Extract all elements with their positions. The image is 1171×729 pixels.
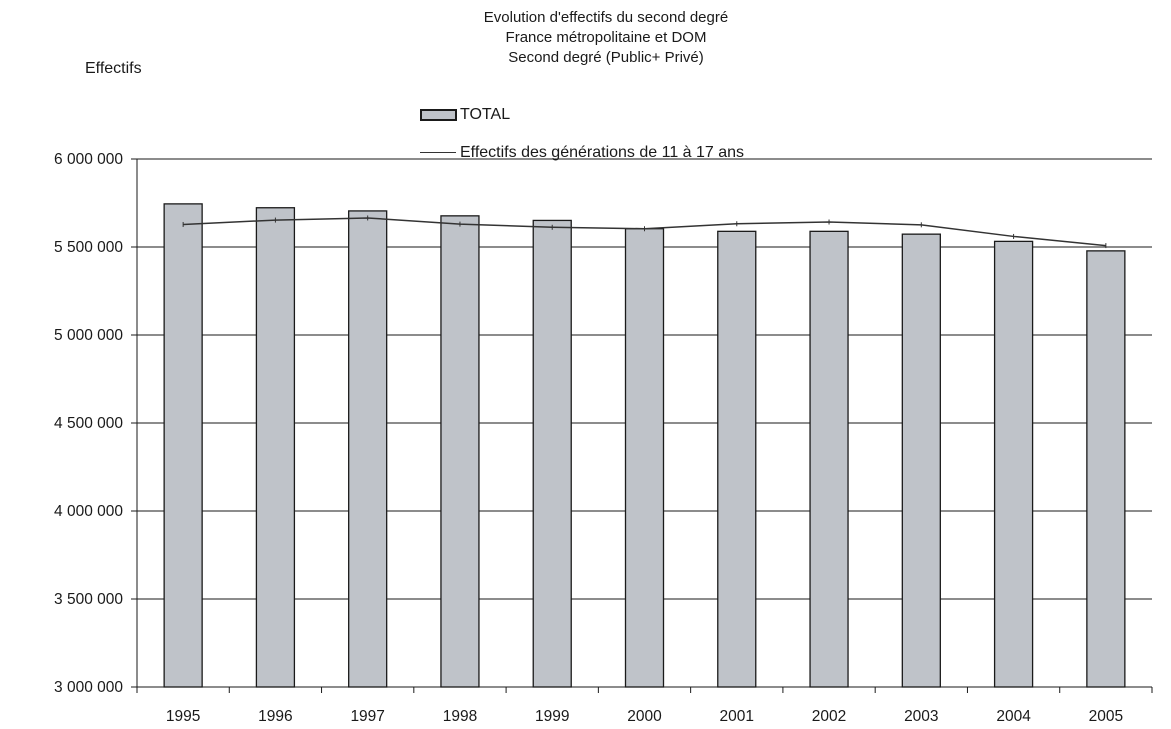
- bar-2000: [624, 228, 665, 688]
- bar-1998: [440, 215, 480, 688]
- x-tick-label-1999: 1999: [535, 708, 569, 725]
- y-tick-label-6: 6 000 000: [54, 151, 123, 168]
- chart-title-line-3: Second degré (Public+ Privé): [508, 49, 704, 66]
- chart-title: Evolution d'effectifs du second degré Fr…: [406, 8, 806, 68]
- x-tick-label-1996: 1996: [258, 708, 292, 725]
- x-tick-label-2002: 2002: [812, 708, 846, 725]
- y-tick-label-2: 4 000 000: [54, 503, 123, 520]
- x-tick-label-2004: 2004: [996, 708, 1031, 725]
- y-axis-label: Effectifs: [85, 60, 142, 77]
- y-tick-label-0: 3 000 000: [54, 679, 123, 696]
- legend-bar-swatch: [420, 109, 457, 121]
- x-tick-label-2003: 2003: [904, 708, 938, 725]
- bar-1999: [532, 219, 572, 688]
- bar-2002: [809, 230, 849, 688]
- legend-label-generations: Effectifs des générations de 11 à 17 ans: [460, 144, 745, 161]
- x-tick-label-2005: 2005: [1089, 708, 1123, 725]
- y-tick-label-5: 5 500 000: [54, 239, 123, 256]
- x-tick-label-1995: 1995: [166, 708, 200, 725]
- bar-1997: [348, 210, 388, 688]
- y-tick-label-3: 4 500 000: [54, 415, 123, 432]
- x-tick-label-1997: 1997: [350, 708, 384, 725]
- chart-title-line-1: Evolution d'effectifs du second degré: [483, 9, 729, 26]
- bar-2001: [717, 230, 757, 688]
- x-tick-label-1998: 1998: [443, 708, 477, 725]
- bar-2005: [1086, 250, 1126, 688]
- x-tick-label-2000: 2000: [627, 708, 662, 725]
- y-tick-label-1: 3 500 000: [54, 591, 123, 608]
- y-tick-label-4: 5 000 000: [54, 327, 123, 344]
- x-tick-label-2001: 2001: [720, 708, 754, 725]
- chart-title-line-2: France métropolitaine et DOM: [505, 29, 707, 46]
- legend-line-swatch: [420, 152, 456, 153]
- bar-2003: [901, 233, 941, 688]
- bar-1996: [255, 207, 296, 688]
- bar-1995: [163, 203, 203, 688]
- bar-2004: [993, 240, 1034, 688]
- legend-label-total: TOTAL: [460, 106, 511, 123]
